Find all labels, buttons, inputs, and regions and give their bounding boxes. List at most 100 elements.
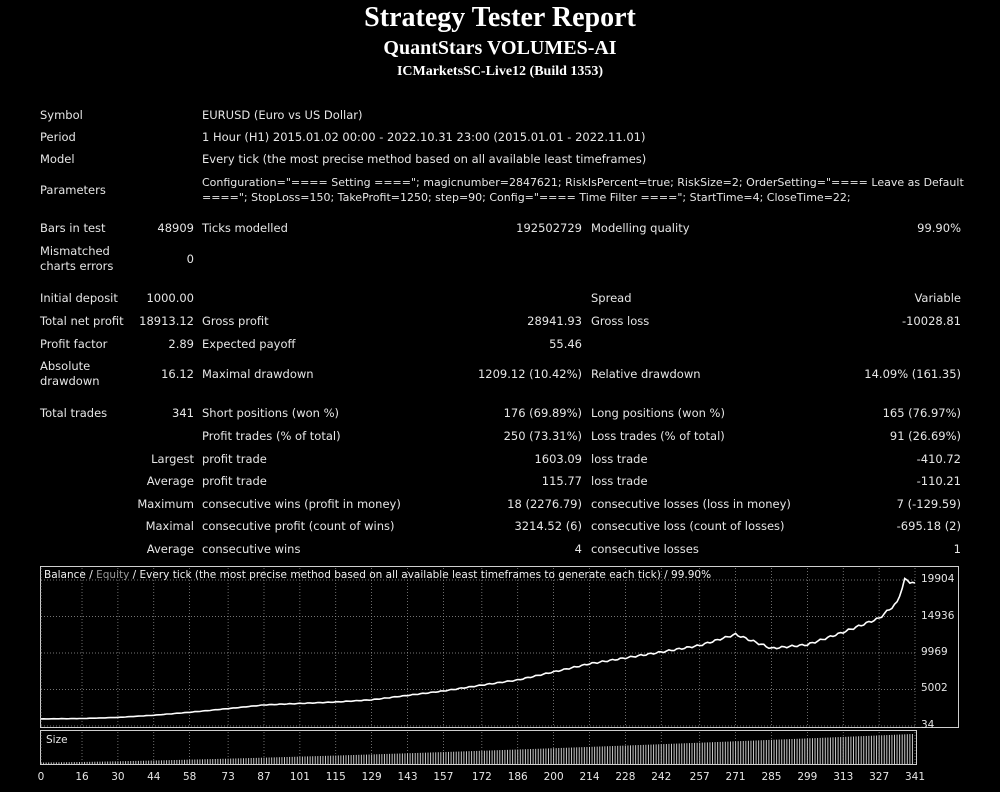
grossprofit-label: Gross profit xyxy=(202,314,269,328)
bars-value: 48909 xyxy=(157,221,194,235)
maximum-label: Maximum xyxy=(137,497,194,511)
x-tick-label: 143 xyxy=(397,771,418,783)
x-tick-label: 341 xyxy=(904,771,926,783)
avg-consec-wins-value: 4 xyxy=(574,542,582,556)
spread-label: Spread xyxy=(591,291,632,305)
max-wins-label: consecutive wins (profit in money) xyxy=(202,497,401,511)
grossprofit-value: 28941.93 xyxy=(527,314,582,328)
x-tick-label: 115 xyxy=(325,771,346,783)
legend-description: / Every tick (the most precise method ba… xyxy=(129,569,712,581)
bars-label: Bars in test xyxy=(40,221,106,235)
x-tick-label: 129 xyxy=(361,771,382,783)
ltrades-value: 91 (26.69%) xyxy=(889,429,961,443)
x-tick-label: 271 xyxy=(725,771,746,783)
deposit-value: 1000.00 xyxy=(146,291,194,305)
x-tick-label: 228 xyxy=(615,771,636,783)
ticks-value: 192502729 xyxy=(516,221,582,235)
long-value: 165 (76.97%) xyxy=(882,406,961,420)
x-tick-label: 16 xyxy=(75,771,89,783)
long-label: Long positions (won %) xyxy=(591,406,725,420)
x-tick-label: 157 xyxy=(433,771,454,783)
average-loss-label: loss trade xyxy=(591,474,648,488)
quality-value: 99.90% xyxy=(917,221,961,235)
maxdd-value: 1209.12 (10.42%) xyxy=(477,367,582,381)
largest-profit-label: profit trade xyxy=(202,452,267,466)
period-value: 1 Hour (H1) 2015.01.02 00:00 - 2022.10.3… xyxy=(202,130,646,144)
period-label: Period xyxy=(40,130,76,144)
x-tick-label: 313 xyxy=(833,771,854,783)
chart-legend: Balance / Equity / Every tick (the most … xyxy=(44,569,711,581)
netprofit-value: 18913.12 xyxy=(139,314,194,328)
ptrades-label: Profit trades (% of total) xyxy=(202,429,341,443)
y-tick-label: 19904 xyxy=(921,573,955,585)
grossloss-label: Gross loss xyxy=(591,314,650,328)
report-title: Strategy Tester Report xyxy=(364,2,636,33)
x-tick-label: 172 xyxy=(471,771,492,783)
x-tick-label: 87 xyxy=(257,771,271,783)
trades-label: Total trades xyxy=(40,406,108,420)
maximal-profit-value: 3214.52 (6) xyxy=(514,519,582,533)
balance-series-line xyxy=(40,577,916,720)
symbol-value: EURUSD (Euro vs US Dollar) xyxy=(202,108,363,122)
x-tick-label: 186 xyxy=(507,771,528,783)
maximal-label: Maximal xyxy=(145,519,194,533)
avg-consec-losses-label: consecutive losses xyxy=(591,542,699,556)
avg-consec-wins-label: consecutive wins xyxy=(202,542,301,556)
short-label: Short positions (won %) xyxy=(202,406,340,420)
max-losses-value: 7 (-129.59) xyxy=(896,497,961,511)
max-wins-value: 18 (2276.79) xyxy=(507,497,582,511)
max-losses-label: consecutive losses (loss in money) xyxy=(591,497,791,511)
grossloss-value: -10028.81 xyxy=(901,314,961,328)
average-profit-value: 115.77 xyxy=(541,474,582,488)
ptrades-value: 250 (73.31%) xyxy=(503,429,582,443)
legend-balance: Balance xyxy=(44,569,86,581)
mismatch-label-2: charts errors xyxy=(40,259,114,273)
model-value: Every tick (the most precise method base… xyxy=(202,152,647,166)
x-tick-label: 0 xyxy=(37,771,45,783)
pf-value: 2.89 xyxy=(168,337,194,351)
average-label: Average xyxy=(146,474,194,488)
reldd-label: Relative drawdown xyxy=(591,367,701,381)
x-tick-label: 101 xyxy=(289,771,310,783)
symbol-label: Symbol xyxy=(40,108,83,122)
average-profit-label: profit trade xyxy=(202,474,267,488)
y-tick-label: 34 xyxy=(921,719,935,731)
ltrades-label: Loss trades (% of total) xyxy=(591,429,725,443)
mismatch-label-1: Mismatched xyxy=(40,244,110,258)
spread-value: Variable xyxy=(914,291,961,305)
short-value: 176 (69.89%) xyxy=(503,406,582,420)
average-loss-value: -110.21 xyxy=(916,474,961,488)
x-tick-label: 242 xyxy=(651,771,672,783)
x-tick-label: 44 xyxy=(147,771,161,783)
mismatch-value: 0 xyxy=(186,252,194,266)
x-tick-label: 58 xyxy=(182,771,197,783)
x-tick-label: 285 xyxy=(761,771,782,783)
deposit-label: Initial deposit xyxy=(40,291,118,305)
largest-profit-value: 1603.09 xyxy=(534,452,582,466)
y-tick-label: 9969 xyxy=(921,646,948,658)
ticks-label: Ticks modelled xyxy=(202,221,288,235)
absdd-value: 16.12 xyxy=(161,367,194,381)
strategy-name: QuantStars VOLUMES-AI xyxy=(383,37,617,59)
x-tick-label: 299 xyxy=(797,771,818,783)
parameters-label: Parameters xyxy=(40,183,106,197)
x-tick-label: 257 xyxy=(689,771,710,783)
legend-equity: Equity xyxy=(96,569,130,581)
x-tick-label: 73 xyxy=(221,771,235,783)
absdd-label-1: Absolute xyxy=(40,359,91,373)
trades-value: 341 xyxy=(172,406,194,420)
x-tick-label: 214 xyxy=(579,771,600,783)
y-tick-label: 14936 xyxy=(921,609,955,622)
quality-label: Modelling quality xyxy=(591,221,690,235)
maximal-profit-label: consecutive profit (count of wins) xyxy=(202,519,395,533)
size-label: Size xyxy=(46,734,68,746)
maximal-loss-label: consecutive loss (count of losses) xyxy=(591,519,785,533)
netprofit-label: Total net profit xyxy=(40,314,124,328)
model-label: Model xyxy=(40,152,75,166)
x-tick-label: 30 xyxy=(111,771,125,783)
largest-loss-value: -410.72 xyxy=(916,452,961,466)
avg-consec-label: Average xyxy=(146,542,194,556)
x-tick-label: 200 xyxy=(543,771,564,783)
largest-label: Largest xyxy=(151,452,194,466)
